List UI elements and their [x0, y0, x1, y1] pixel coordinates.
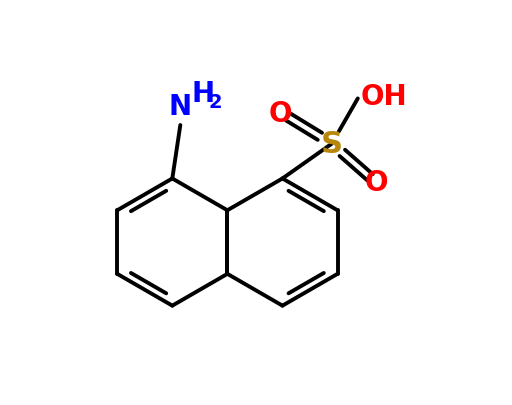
- Text: S: S: [321, 130, 343, 159]
- Text: O: O: [365, 168, 388, 196]
- Text: 2: 2: [209, 93, 223, 112]
- Text: N: N: [169, 93, 192, 121]
- Text: O: O: [269, 100, 292, 128]
- Text: H: H: [192, 80, 215, 108]
- Text: OH: OH: [361, 83, 408, 111]
